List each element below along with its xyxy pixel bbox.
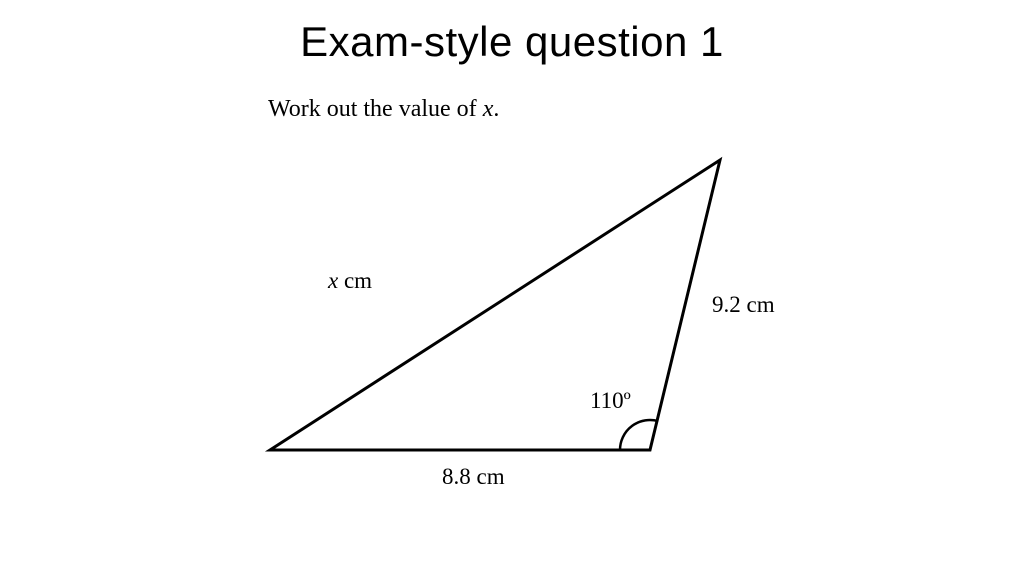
page-title: Exam-style question 1 <box>0 18 1024 66</box>
instruction-variable: x <box>483 96 494 122</box>
instruction-prefix: Work out the value of <box>268 96 483 122</box>
label-right-side: 9.2 cm <box>712 292 775 318</box>
triangle-shape <box>270 160 720 450</box>
label-hypotenuse-var: x <box>328 268 338 293</box>
label-hypotenuse: x cm <box>328 268 372 294</box>
triangle-diagram: x cm 9.2 cm 8.8 cm 110º <box>210 140 810 520</box>
label-hypotenuse-unit: cm <box>338 268 372 293</box>
label-base: 8.8 cm <box>442 464 505 490</box>
triangle-svg <box>210 140 810 520</box>
instruction-suffix: . <box>493 96 499 122</box>
question-instruction: Work out the value of x. <box>268 96 499 123</box>
label-angle: 110º <box>590 388 631 414</box>
slide: Exam-style question 1 Work out the value… <box>0 0 1024 576</box>
